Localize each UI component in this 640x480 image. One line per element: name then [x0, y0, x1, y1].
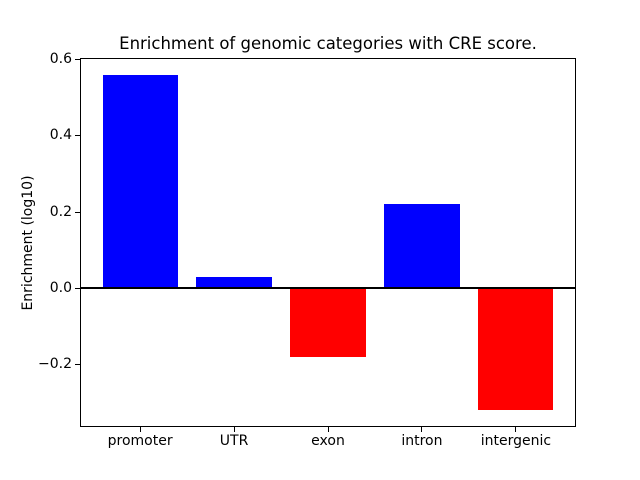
x-tick-label: intergenic: [480, 433, 552, 449]
bar-intron: [384, 204, 460, 289]
y-tick: [75, 363, 80, 365]
x-tick: [327, 427, 329, 432]
x-tick: [515, 427, 517, 432]
y-tick: [75, 211, 80, 213]
zero-line: [80, 286, 576, 290]
bar-intergenic: [478, 288, 554, 411]
y-axis-label: Enrichment (log10): [20, 175, 36, 311]
y-tick: [75, 59, 80, 61]
y-tick-label: 0.6: [49, 51, 72, 68]
x-tick-label: intron: [401, 433, 443, 449]
bar-promoter: [102, 74, 178, 289]
x-tick: [139, 427, 141, 432]
x-tick: [421, 427, 423, 432]
chart-title: Enrichment of genomic categories with CR…: [119, 34, 537, 53]
x-tick-label: UTR: [219, 433, 249, 449]
x-tick: [233, 427, 235, 432]
y-tick: [75, 287, 80, 289]
bar-exon: [290, 288, 366, 357]
x-tick-label: promoter: [107, 433, 173, 449]
bar-UTR: [196, 276, 272, 289]
y-tick: [75, 135, 80, 137]
x-tick-label: exon: [311, 433, 345, 449]
y-tick-label: −0.2: [38, 355, 72, 372]
y-tick-label: 0.4: [49, 127, 72, 144]
y-tick-label: 0.0: [49, 279, 72, 296]
y-tick-label: 0.2: [49, 203, 72, 220]
